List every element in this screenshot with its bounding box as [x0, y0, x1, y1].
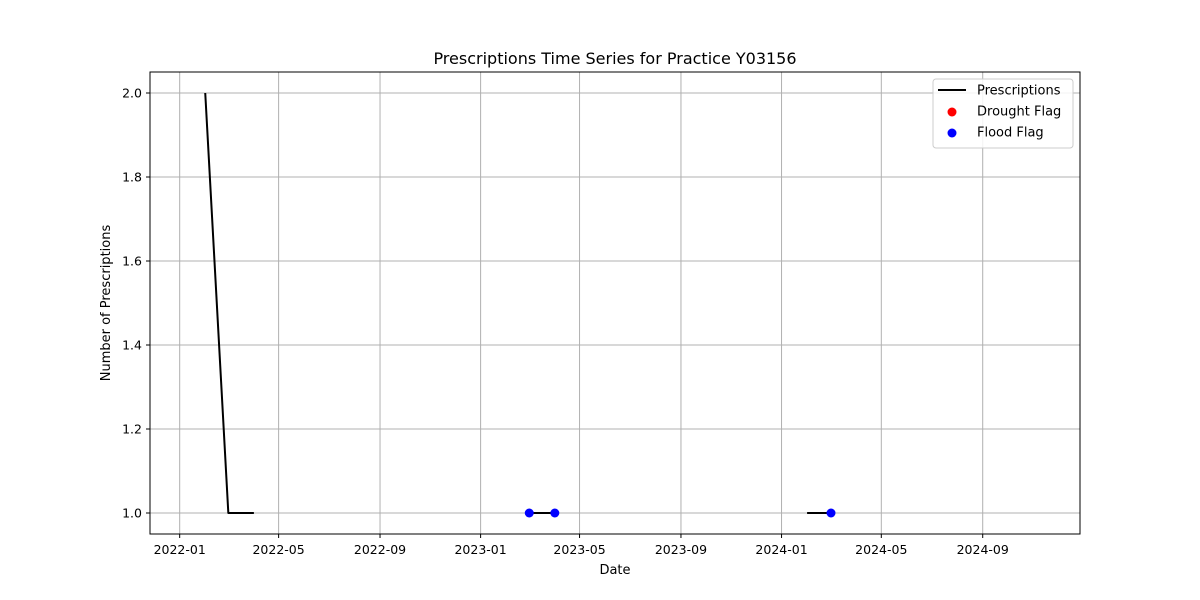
y-tick-label: 2.0: [122, 86, 142, 101]
y-tick-label: 1.2: [122, 422, 142, 437]
x-tick-label: 2022-09: [354, 542, 406, 557]
x-tick-label: 2024-09: [957, 542, 1009, 557]
y-axis-label: Number of Prescriptions: [99, 225, 114, 382]
chart-title: Prescriptions Time Series for Practice Y…: [433, 49, 796, 68]
x-axis-label: Date: [599, 563, 630, 578]
x-tick-label: 2024-01: [755, 542, 807, 557]
flood-flag-point: [826, 508, 836, 518]
ticks: 2022-01 2022-05 2022-09 2023-01 2023-05 2023-…: [122, 86, 1009, 558]
legend-label-flood-flag: Flood Flag: [977, 126, 1044, 141]
prescriptions-line: [204, 92, 254, 514]
legend-label-prescriptions: Prescriptions: [977, 84, 1061, 99]
flood-flag-point: [524, 508, 534, 518]
legend-label-drought-flag: Drought Flag: [977, 105, 1061, 120]
plot-frame: [149, 71, 1081, 535]
legend-swatch-flood-flag: [947, 128, 957, 138]
legend-swatch-drought-flag: [947, 107, 957, 117]
x-tick-label: 2023-01: [454, 542, 506, 557]
y-tick-label: 1.4: [122, 338, 142, 353]
flood-flag-point: [550, 508, 560, 518]
y-tick-label: 1.0: [122, 506, 142, 521]
x-tick-label: 2023-09: [655, 542, 707, 557]
legend: Prescriptions Drought Flag Flood Flag: [932, 78, 1074, 149]
grid: [150, 72, 1080, 534]
x-tick-label: 2022-01: [154, 542, 206, 557]
x-tick-label: 2023-05: [553, 542, 605, 557]
y-tick-label: 1.8: [122, 170, 142, 185]
x-tick-label: 2024-05: [855, 542, 907, 557]
y-tick-label: 1.6: [122, 254, 142, 269]
x-tick-label: 2022-05: [252, 542, 304, 557]
series-layer: [204, 92, 836, 518]
legend-box: [932, 78, 1074, 149]
